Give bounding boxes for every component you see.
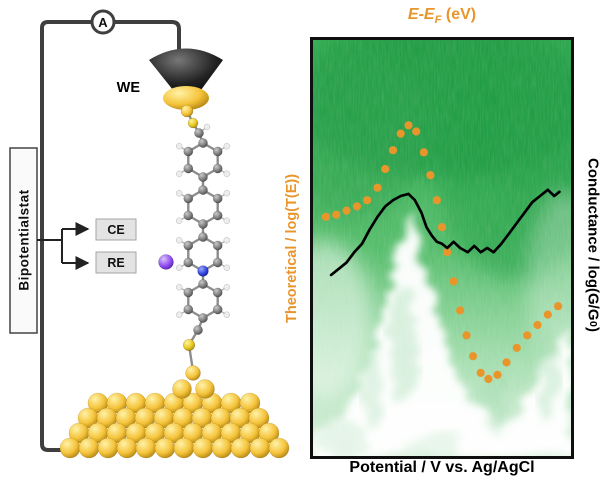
plot-canvas bbox=[313, 40, 571, 456]
ce-electrode: CE bbox=[95, 218, 137, 241]
ammeter-icon: A bbox=[90, 9, 116, 35]
top-label-sub: F bbox=[434, 14, 442, 27]
tip-gold-blob bbox=[163, 86, 209, 110]
re-electrode: RE bbox=[95, 251, 137, 274]
gold-substrate bbox=[59, 365, 290, 459]
bipotentiostat-box: Bipotentialstat bbox=[9, 147, 38, 334]
ce-label: CE bbox=[107, 223, 124, 237]
molecule-illustration bbox=[158, 104, 231, 372]
re-label: RE bbox=[107, 256, 124, 270]
wire-left bbox=[40, 20, 94, 452]
wire-right bbox=[112, 20, 181, 54]
top-label-pre: E-E bbox=[407, 6, 435, 23]
experiment-schematic: A Bipotentialstat CE RE WE bbox=[9, 9, 290, 459]
bipotentiostat-label: Bipotentialstat bbox=[17, 189, 32, 290]
stm-tip bbox=[149, 48, 223, 96]
plot-bottom-axis-label: Potential / V vs. Ag/AgCl bbox=[349, 459, 535, 476]
theoretical-series bbox=[321, 121, 563, 384]
electrode-leads bbox=[37, 229, 63, 263]
ammeter-label: A bbox=[98, 15, 108, 30]
conductance-series bbox=[329, 188, 561, 277]
we-label: WE bbox=[117, 80, 141, 96]
plot-area bbox=[310, 37, 574, 459]
heatmap-background bbox=[313, 40, 571, 456]
plot-top-axis-label: E-EF (eV) bbox=[310, 6, 574, 32]
plot-left-axis-label: Theoretical / log(T(E)) bbox=[284, 173, 300, 323]
plot-right-axis-label: Conductance / log(G/G 0) bbox=[584, 158, 602, 332]
top-label-post: (eV) bbox=[441, 6, 477, 23]
